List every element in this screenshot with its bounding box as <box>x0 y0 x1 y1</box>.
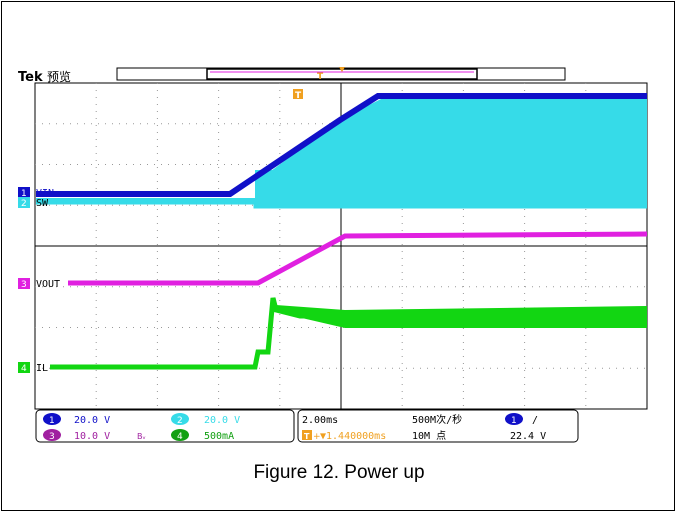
svg-text:3: 3 <box>49 432 55 442</box>
svg-text:VOUT: VOUT <box>36 279 60 290</box>
vout-waveform <box>68 231 648 286</box>
svg-text:VIN: VIN <box>36 188 54 199</box>
sample-rate-readout: 500M次/秒 <box>412 413 462 426</box>
svg-text:/: / <box>532 415 538 426</box>
svg-text:10.0 V: 10.0 V <box>74 431 110 442</box>
svg-text:T: T <box>295 91 302 101</box>
trigger-source-readout[interactable]: 1 / <box>505 413 538 426</box>
svg-text:500mA: 500mA <box>204 431 234 442</box>
figure-caption: Figure 12. Power up <box>253 462 425 483</box>
svg-text:4: 4 <box>177 432 183 442</box>
trigger-position-readout[interactable]: T + ▼1.440000ms <box>302 430 386 442</box>
svg-text:1: 1 <box>49 416 55 426</box>
svg-text:3: 3 <box>21 280 27 290</box>
svg-text:20.0 V: 20.0 V <box>74 415 110 426</box>
svg-text:▼1.440000ms: ▼1.440000ms <box>320 431 386 442</box>
svg-text:2: 2 <box>177 416 183 426</box>
ch3-scale-readout[interactable]: 3 10.0 V <box>43 429 110 442</box>
svg-text:1: 1 <box>21 189 27 199</box>
ch2-scale-readout[interactable]: 2 20.0 V <box>171 413 240 426</box>
trigger-arrow-icon <box>339 67 345 72</box>
trigger-position-icon: T <box>293 89 303 101</box>
svg-text:SW: SW <box>36 198 49 209</box>
record-length-readout: 10M 点 <box>412 430 446 442</box>
trigger-level-readout[interactable]: 22.4 V <box>510 431 546 442</box>
svg-text:T: T <box>304 432 310 441</box>
il-waveform <box>50 297 647 370</box>
brand-label: Tek <box>18 70 43 85</box>
vin-waveform <box>36 93 647 197</box>
sw-waveform <box>36 98 647 209</box>
svg-text:2: 2 <box>21 199 27 209</box>
oscilloscope-screenshot: Tek 预览 T T 1 VIN 2 SW 3 VOUT <box>18 67 648 443</box>
mode-label: 预览 <box>47 69 71 84</box>
svg-text:4: 4 <box>21 364 27 374</box>
ch4-marker: 4 IL <box>18 362 48 374</box>
timebase-readout[interactable]: 2.00ms <box>302 415 338 426</box>
readout-bar: 1 20.0 V 2 20.0 V 3 10.0 V Bᵥ 4 500mA 2.… <box>35 409 579 443</box>
svg-text:20.0 V: 20.0 V <box>204 415 240 426</box>
svg-text:IL: IL <box>36 363 48 374</box>
svg-text:1: 1 <box>511 416 517 426</box>
ch1-marker: 1 VIN <box>18 187 54 199</box>
ch2-marker: 2 SW <box>18 197 49 209</box>
ch4-scale-readout[interactable]: 4 500mA <box>171 429 234 442</box>
bandwidth-limit-icon: Bᵥ <box>137 432 146 441</box>
ch3-marker: 3 VOUT <box>18 278 60 290</box>
svg-text:+: + <box>313 432 321 442</box>
ch1-scale-readout[interactable]: 1 20.0 V <box>43 413 110 426</box>
overview-trigger-marker: T <box>317 72 324 82</box>
